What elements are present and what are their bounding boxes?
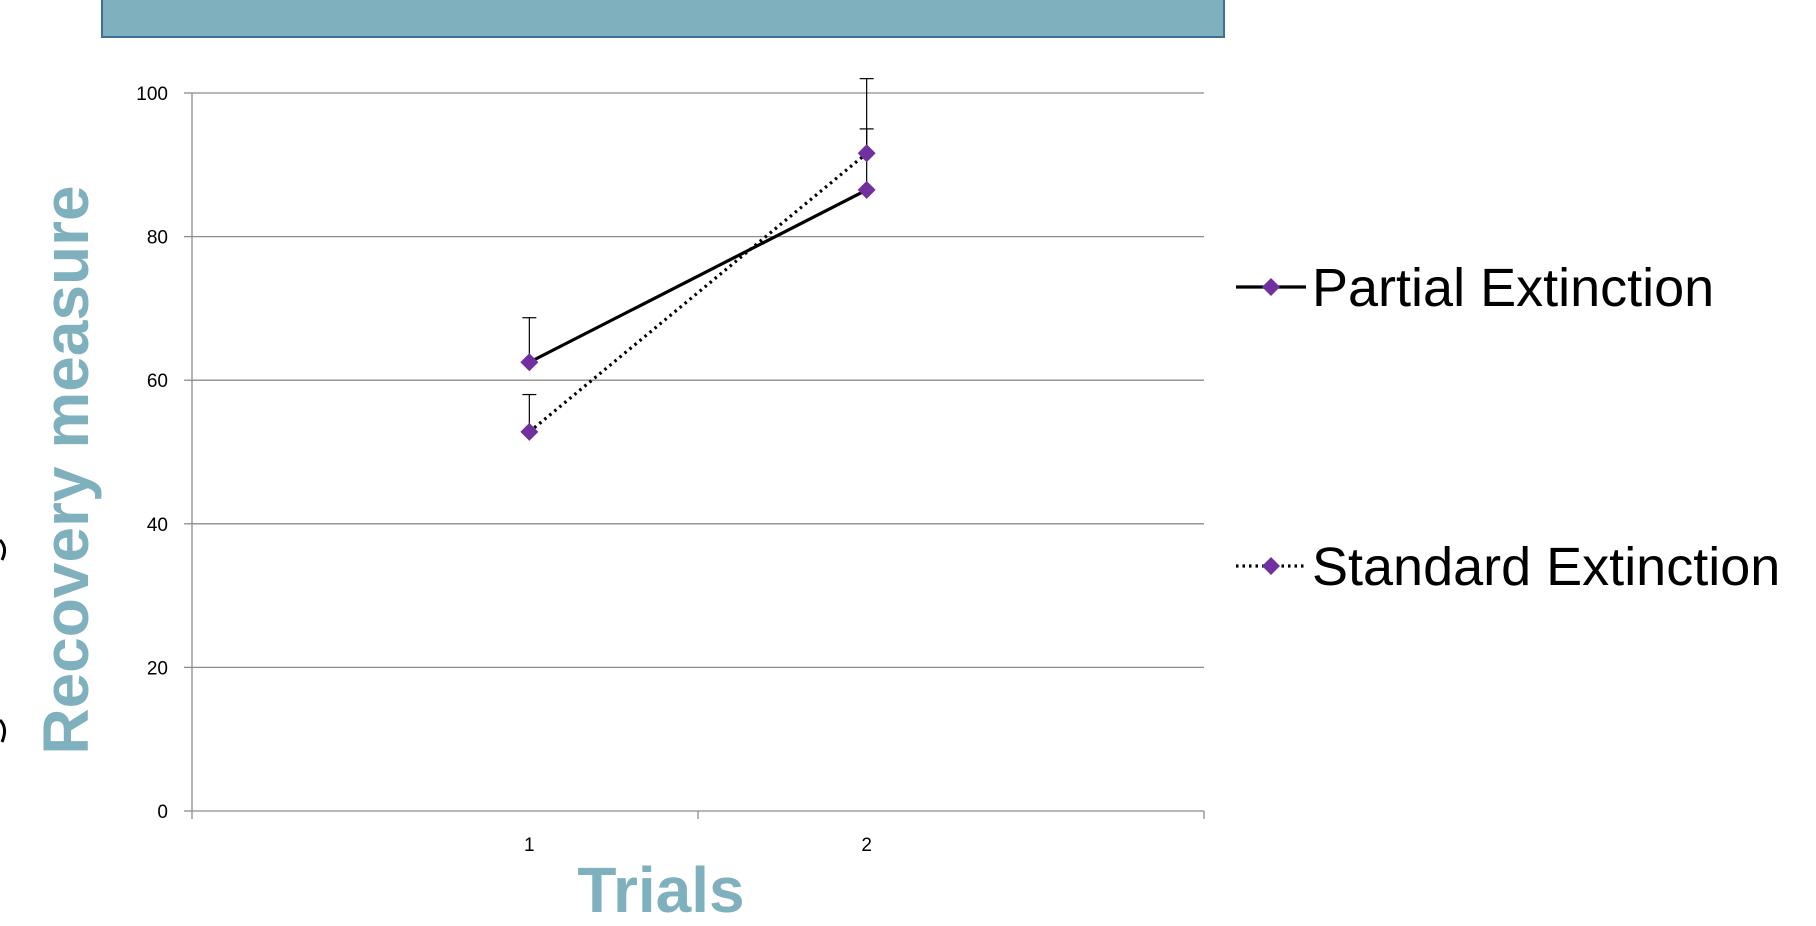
series-group <box>520 78 876 441</box>
x-tick-label: 1 <box>524 835 535 856</box>
data-point <box>520 422 539 441</box>
gridlines <box>192 92 1204 669</box>
data-point <box>520 353 539 372</box>
y-tick-label: 100 <box>136 84 168 105</box>
axes <box>184 92 1205 819</box>
y-tick-label: 20 <box>147 658 168 679</box>
y-tick-label: 0 <box>157 802 168 823</box>
y-tick-label: 80 <box>147 228 168 249</box>
y-axis-title: Recovery measure <box>30 185 102 754</box>
series-1 <box>520 78 876 372</box>
series-line <box>528 152 868 434</box>
legend-item-1: Partial Extinction <box>1236 258 1714 318</box>
series-2 <box>520 128 876 441</box>
x-tick-label: 2 <box>861 835 872 856</box>
legend-label: Partial Extinction <box>1312 258 1714 318</box>
legend-label: Standard Extinction <box>1312 537 1780 597</box>
left-edge-artifact <box>0 538 7 743</box>
series-line <box>528 188 868 364</box>
title-banner <box>101 0 1225 38</box>
y-tick-label: 60 <box>147 371 168 392</box>
data-point <box>857 180 876 199</box>
data-point <box>857 144 876 163</box>
x-axis-title: Trials <box>577 854 744 926</box>
y-tick-label: 40 <box>147 515 168 536</box>
legend-item-2: Standard Extinction <box>1236 537 1780 597</box>
legend-marker <box>1262 278 1280 296</box>
legend: Partial Extinction Standard Extinction <box>1236 258 1780 597</box>
y-tick-labels: 0 20 40 60 80 100 <box>136 84 168 823</box>
legend-marker <box>1262 557 1280 575</box>
